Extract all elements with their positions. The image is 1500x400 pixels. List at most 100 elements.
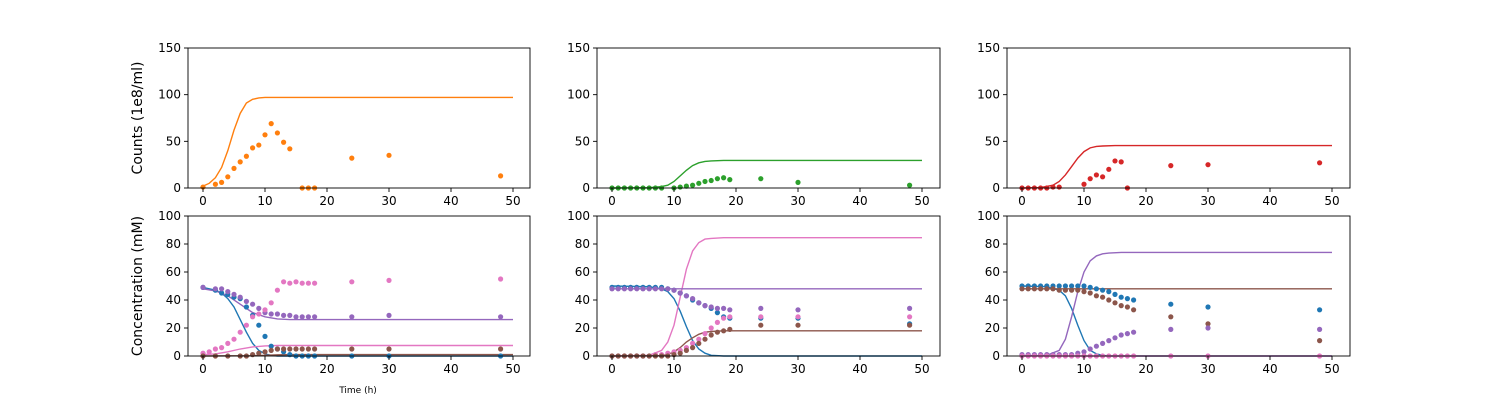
data-point — [714, 305, 721, 311]
y-tick-label: 0 — [992, 349, 1000, 363]
y-tick-label: 100 — [158, 88, 181, 102]
y-tick-label: 80 — [985, 237, 1000, 251]
data-point — [287, 312, 293, 318]
data-point — [243, 298, 249, 304]
data-point — [727, 177, 733, 183]
data-point — [386, 312, 392, 318]
data-point — [206, 349, 212, 355]
x-tick-label: 40 — [1262, 194, 1277, 208]
y-tick-label: 80 — [575, 237, 590, 251]
data-point — [212, 286, 218, 292]
y-tick-label: 50 — [166, 134, 181, 148]
data-point — [498, 173, 504, 179]
data-point — [281, 312, 287, 318]
data-point — [671, 287, 677, 293]
x-tick-label: 10 — [666, 194, 681, 208]
data-point — [1118, 159, 1124, 165]
data-point — [721, 305, 727, 311]
data-point — [1093, 293, 1099, 299]
y-tick-label: 80 — [166, 237, 181, 251]
data-point — [293, 314, 299, 320]
data-point — [1075, 283, 1081, 289]
data-point — [683, 183, 690, 189]
data-point — [1044, 286, 1050, 292]
data-point — [702, 303, 708, 309]
x-tick-label: 0 — [199, 362, 207, 376]
data-point — [1205, 162, 1211, 168]
data-point — [683, 293, 690, 299]
data-point — [268, 311, 274, 317]
y-tick-label: 100 — [567, 209, 590, 223]
data-point — [634, 286, 640, 292]
subplot-top-middle: 0 10 20 30 40 50 0 50 100 150 — [567, 41, 941, 208]
y-tick-label: 20 — [985, 321, 1000, 335]
data-point — [293, 346, 299, 352]
data-point — [1106, 297, 1112, 303]
y-tick-label: 60 — [575, 265, 590, 279]
data-point — [1205, 325, 1211, 331]
data-point — [225, 174, 231, 180]
y-tick-label: 0 — [582, 349, 590, 363]
axes-frame — [187, 47, 531, 189]
data-point — [683, 347, 690, 353]
data-point — [1106, 289, 1112, 295]
x-tick-label: 50 — [505, 362, 520, 376]
data-point — [758, 305, 764, 311]
data-point — [237, 329, 243, 335]
data-point — [727, 326, 733, 332]
data-point — [1168, 301, 1174, 307]
data-point — [640, 286, 646, 292]
data-point — [1056, 287, 1062, 293]
y-tick-label: 50 — [575, 134, 590, 148]
data-point — [1168, 326, 1174, 332]
data-point — [274, 346, 280, 352]
data-point — [305, 280, 311, 286]
x-tick-label: 40 — [443, 194, 458, 208]
data-point — [721, 315, 727, 321]
data-point — [1019, 286, 1025, 292]
data-point — [256, 322, 262, 328]
data-point — [1118, 332, 1124, 338]
data-point — [250, 301, 256, 307]
x-tick-label: 30 — [1200, 362, 1215, 376]
data-point — [200, 284, 206, 290]
subplot-top-right: 0 10 20 30 40 50 0 50 100 150 — [977, 41, 1351, 208]
x-tick-label: 10 — [666, 362, 681, 376]
x-tick-label: 50 — [1324, 362, 1339, 376]
x-tick-label: 20 — [1138, 362, 1153, 376]
data-point — [299, 346, 305, 352]
data-point — [795, 322, 801, 328]
data-point — [256, 305, 262, 311]
data-point — [1081, 283, 1087, 289]
data-point — [262, 132, 268, 138]
data-point — [615, 286, 621, 292]
data-point — [231, 291, 237, 297]
data-point — [708, 177, 714, 184]
data-point — [281, 279, 287, 285]
data-point — [1100, 287, 1106, 293]
x-tick-label: 30 — [790, 194, 805, 208]
data-point — [219, 345, 225, 351]
data-point — [256, 142, 262, 148]
data-point — [758, 322, 764, 328]
data-point — [1087, 346, 1093, 352]
x-tick-label: 20 — [319, 362, 334, 376]
data-point — [1168, 163, 1174, 169]
y-tick-label: 0 — [582, 181, 590, 195]
data-point — [1100, 340, 1106, 346]
data-point — [305, 314, 311, 320]
data-point — [1124, 331, 1130, 337]
data-point — [690, 340, 696, 346]
y-tick-label: 0 — [173, 181, 181, 195]
data-point — [795, 307, 801, 313]
y-tick-label: 0 — [173, 349, 181, 363]
data-point — [386, 277, 392, 283]
data-point — [219, 179, 225, 185]
y-tick-label: 100 — [567, 88, 590, 102]
data-point — [1087, 176, 1093, 182]
data-point — [349, 314, 355, 320]
data-point — [1075, 287, 1081, 293]
data-point — [907, 305, 913, 311]
data-point — [1118, 303, 1124, 309]
axes-frame — [596, 47, 941, 189]
